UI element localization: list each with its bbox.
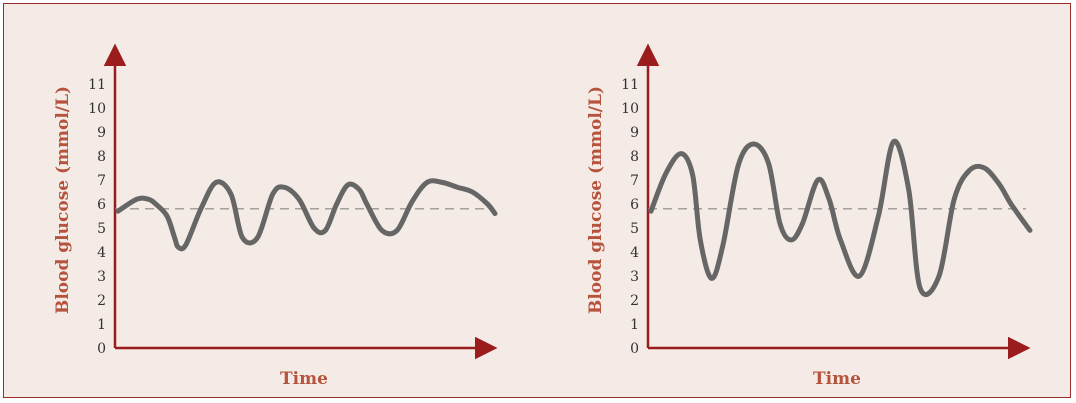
glucose-curve-right bbox=[648, 138, 1033, 297]
y-tick-label: 2 bbox=[630, 293, 639, 309]
y-tick-label: 0 bbox=[630, 341, 639, 357]
y-tick-label: 6 bbox=[97, 197, 106, 213]
y-tick-label: 1 bbox=[630, 317, 639, 333]
y-tick-label: 7 bbox=[97, 173, 106, 189]
y-tick-label: 2 bbox=[97, 293, 106, 309]
x-axis-title-left: Time bbox=[280, 369, 328, 389]
y-tick-label: 9 bbox=[97, 125, 106, 141]
y-tick-label: 8 bbox=[630, 149, 639, 165]
y-tick-label: 1 bbox=[97, 317, 106, 333]
y-tick-label: 0 bbox=[97, 341, 106, 357]
chart-right: 0 1 2 3 4 5 6 7 8 9 10 11 Blood glucose (mmol/L) Ti… bbox=[586, 43, 1033, 389]
figure-panel: 0 1 2 3 4 5 6 7 8 9 10 11 Blood glucose (mmol/L) Ti… bbox=[3, 3, 1071, 398]
y-axis-title-right: Blood glucose (mmol/L) bbox=[586, 86, 606, 314]
y-tick-label: 8 bbox=[97, 149, 106, 165]
y-tick-label: 9 bbox=[630, 125, 639, 141]
y-tick-label: 3 bbox=[97, 269, 106, 285]
y-tick-labels-right: 0 1 2 3 4 5 6 7 8 9 10 11 bbox=[621, 77, 639, 357]
y-tick-label: 4 bbox=[630, 245, 639, 261]
y-tick-label: 10 bbox=[88, 101, 106, 117]
y-tick-label: 4 bbox=[97, 245, 106, 261]
y-tick-label: 11 bbox=[621, 77, 639, 93]
y-tick-label: 5 bbox=[630, 221, 639, 237]
y-tick-label: 11 bbox=[88, 77, 106, 93]
y-tick-label: 7 bbox=[630, 173, 639, 189]
y-tick-label: 6 bbox=[630, 197, 639, 213]
y-axis-title-left: Blood glucose (mmol/L) bbox=[53, 86, 73, 314]
glucose-curve-left bbox=[115, 178, 498, 252]
x-axis-title-right: Time bbox=[813, 369, 861, 389]
y-tick-label: 10 bbox=[621, 101, 639, 117]
y-tick-label: 5 bbox=[97, 221, 106, 237]
y-tick-labels-left: 0 1 2 3 4 5 6 7 8 9 10 11 bbox=[88, 77, 106, 357]
y-tick-label: 3 bbox=[630, 269, 639, 285]
chart-left: 0 1 2 3 4 5 6 7 8 9 10 11 Blood glucose (mmol/L) Ti… bbox=[53, 43, 498, 389]
